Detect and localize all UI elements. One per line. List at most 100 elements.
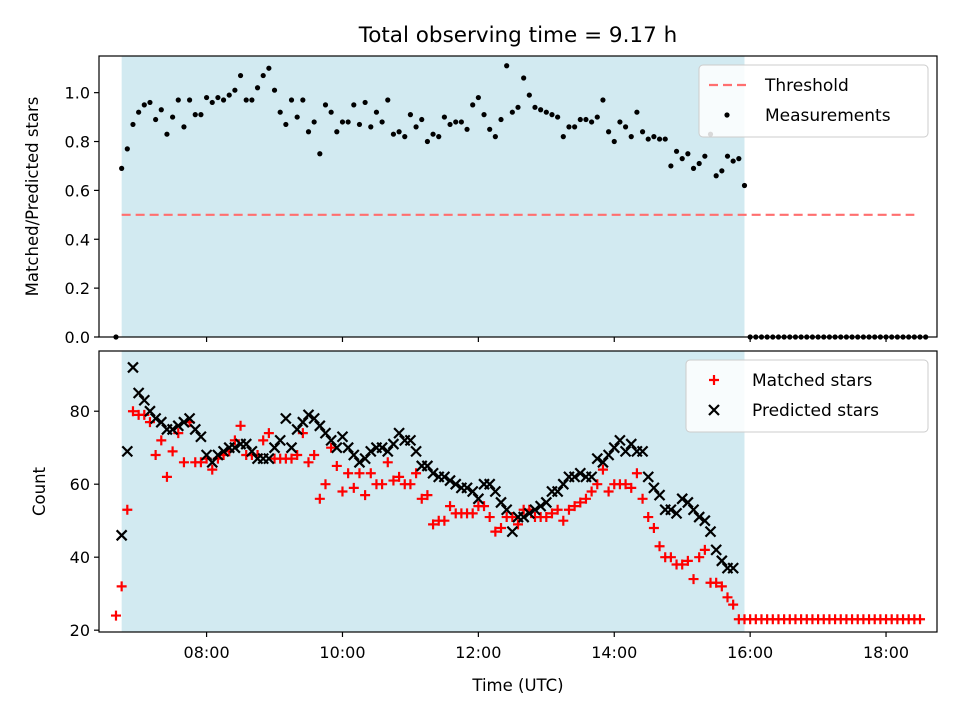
y-tick-label: 40 <box>70 548 90 567</box>
data-point <box>425 139 430 144</box>
data-point <box>714 173 719 178</box>
data-point <box>498 117 503 122</box>
data-point <box>595 114 600 119</box>
data-point <box>470 102 475 107</box>
legend-label: Matched stars <box>752 371 872 391</box>
data-point <box>504 63 509 68</box>
data-point <box>702 154 707 159</box>
data-point <box>555 114 560 119</box>
data-point <box>170 114 175 119</box>
data-point <box>515 105 520 110</box>
data-point <box>430 132 435 137</box>
data-point <box>493 134 498 139</box>
data-point <box>215 95 220 100</box>
data-point <box>736 156 741 161</box>
data-point <box>453 119 458 124</box>
data-point <box>668 163 673 168</box>
legend-label: Predicted stars <box>752 401 879 421</box>
data-point <box>634 110 639 115</box>
data-point <box>657 136 662 141</box>
data-point <box>278 110 283 115</box>
data-point <box>159 107 164 112</box>
data-point <box>125 146 130 151</box>
data-point <box>130 122 135 127</box>
data-point <box>742 183 747 188</box>
data-point <box>566 124 571 129</box>
data-point <box>249 97 254 102</box>
data-point <box>640 129 645 134</box>
data-point <box>368 124 373 129</box>
data-point <box>176 97 181 102</box>
data-point <box>617 119 622 124</box>
legend: ThresholdMeasurements <box>699 65 928 137</box>
data-point <box>521 75 526 80</box>
data-point <box>323 102 328 107</box>
data-point <box>674 149 679 154</box>
x-tick-label: 12:00 <box>455 643 501 662</box>
data-point <box>266 66 271 71</box>
data-point <box>447 122 452 127</box>
y-tick-label: 0.6 <box>65 181 90 200</box>
data-point <box>164 132 169 137</box>
data-point <box>391 132 396 137</box>
data-point <box>476 95 481 100</box>
x-tick-label: 08:00 <box>184 643 230 662</box>
data-point <box>289 97 294 102</box>
y-tick-label: 0.0 <box>65 328 90 347</box>
data-point <box>334 129 339 134</box>
chart-title: Total observing time = 9.17 h <box>358 23 678 48</box>
data-point <box>147 100 152 105</box>
data-point <box>561 134 566 139</box>
data-point <box>329 110 334 115</box>
data-point <box>283 122 288 127</box>
data-point <box>363 100 368 105</box>
legend-label: Threshold <box>764 76 849 96</box>
data-point <box>651 134 656 139</box>
data-point <box>181 124 186 129</box>
data-point <box>238 73 243 78</box>
data-point <box>578 117 583 122</box>
data-point <box>346 119 351 124</box>
data-point <box>306 129 311 134</box>
data-point <box>351 102 356 107</box>
data-point <box>623 124 628 129</box>
data-point <box>646 136 651 141</box>
data-point <box>187 97 192 102</box>
data-point <box>612 139 617 144</box>
data-point <box>357 122 362 127</box>
y-tick-label: 0.2 <box>65 279 90 298</box>
data-point <box>725 154 730 159</box>
data-point <box>300 97 305 102</box>
data-point <box>210 100 215 105</box>
y-tick-label: 0.8 <box>65 133 90 152</box>
data-point <box>295 114 300 119</box>
data-point <box>487 127 492 132</box>
data-point <box>600 97 605 102</box>
data-point <box>538 107 543 112</box>
data-point <box>153 117 158 122</box>
data-point <box>481 112 486 117</box>
observing-interval-shade <box>122 56 745 337</box>
data-point <box>385 97 390 102</box>
x-axis-label: Time (UTC) <box>471 676 563 695</box>
data-point <box>697 161 702 166</box>
data-point <box>312 119 317 124</box>
y-axis-label: Count <box>30 466 49 516</box>
data-point <box>374 110 379 115</box>
data-point <box>221 97 226 102</box>
data-point <box>317 151 322 156</box>
legend: Matched stars Predicted stars <box>686 360 928 432</box>
data-point <box>204 95 209 100</box>
data-point <box>340 119 345 124</box>
data-point <box>685 151 690 156</box>
data-point <box>119 166 124 171</box>
data-point <box>719 168 724 173</box>
data-point <box>136 110 141 115</box>
data-point <box>572 124 577 129</box>
data-point <box>549 112 554 117</box>
data-point <box>510 110 515 115</box>
x-tick-label: 14:00 <box>591 643 637 662</box>
data-point <box>527 92 532 97</box>
data-point <box>663 136 668 141</box>
